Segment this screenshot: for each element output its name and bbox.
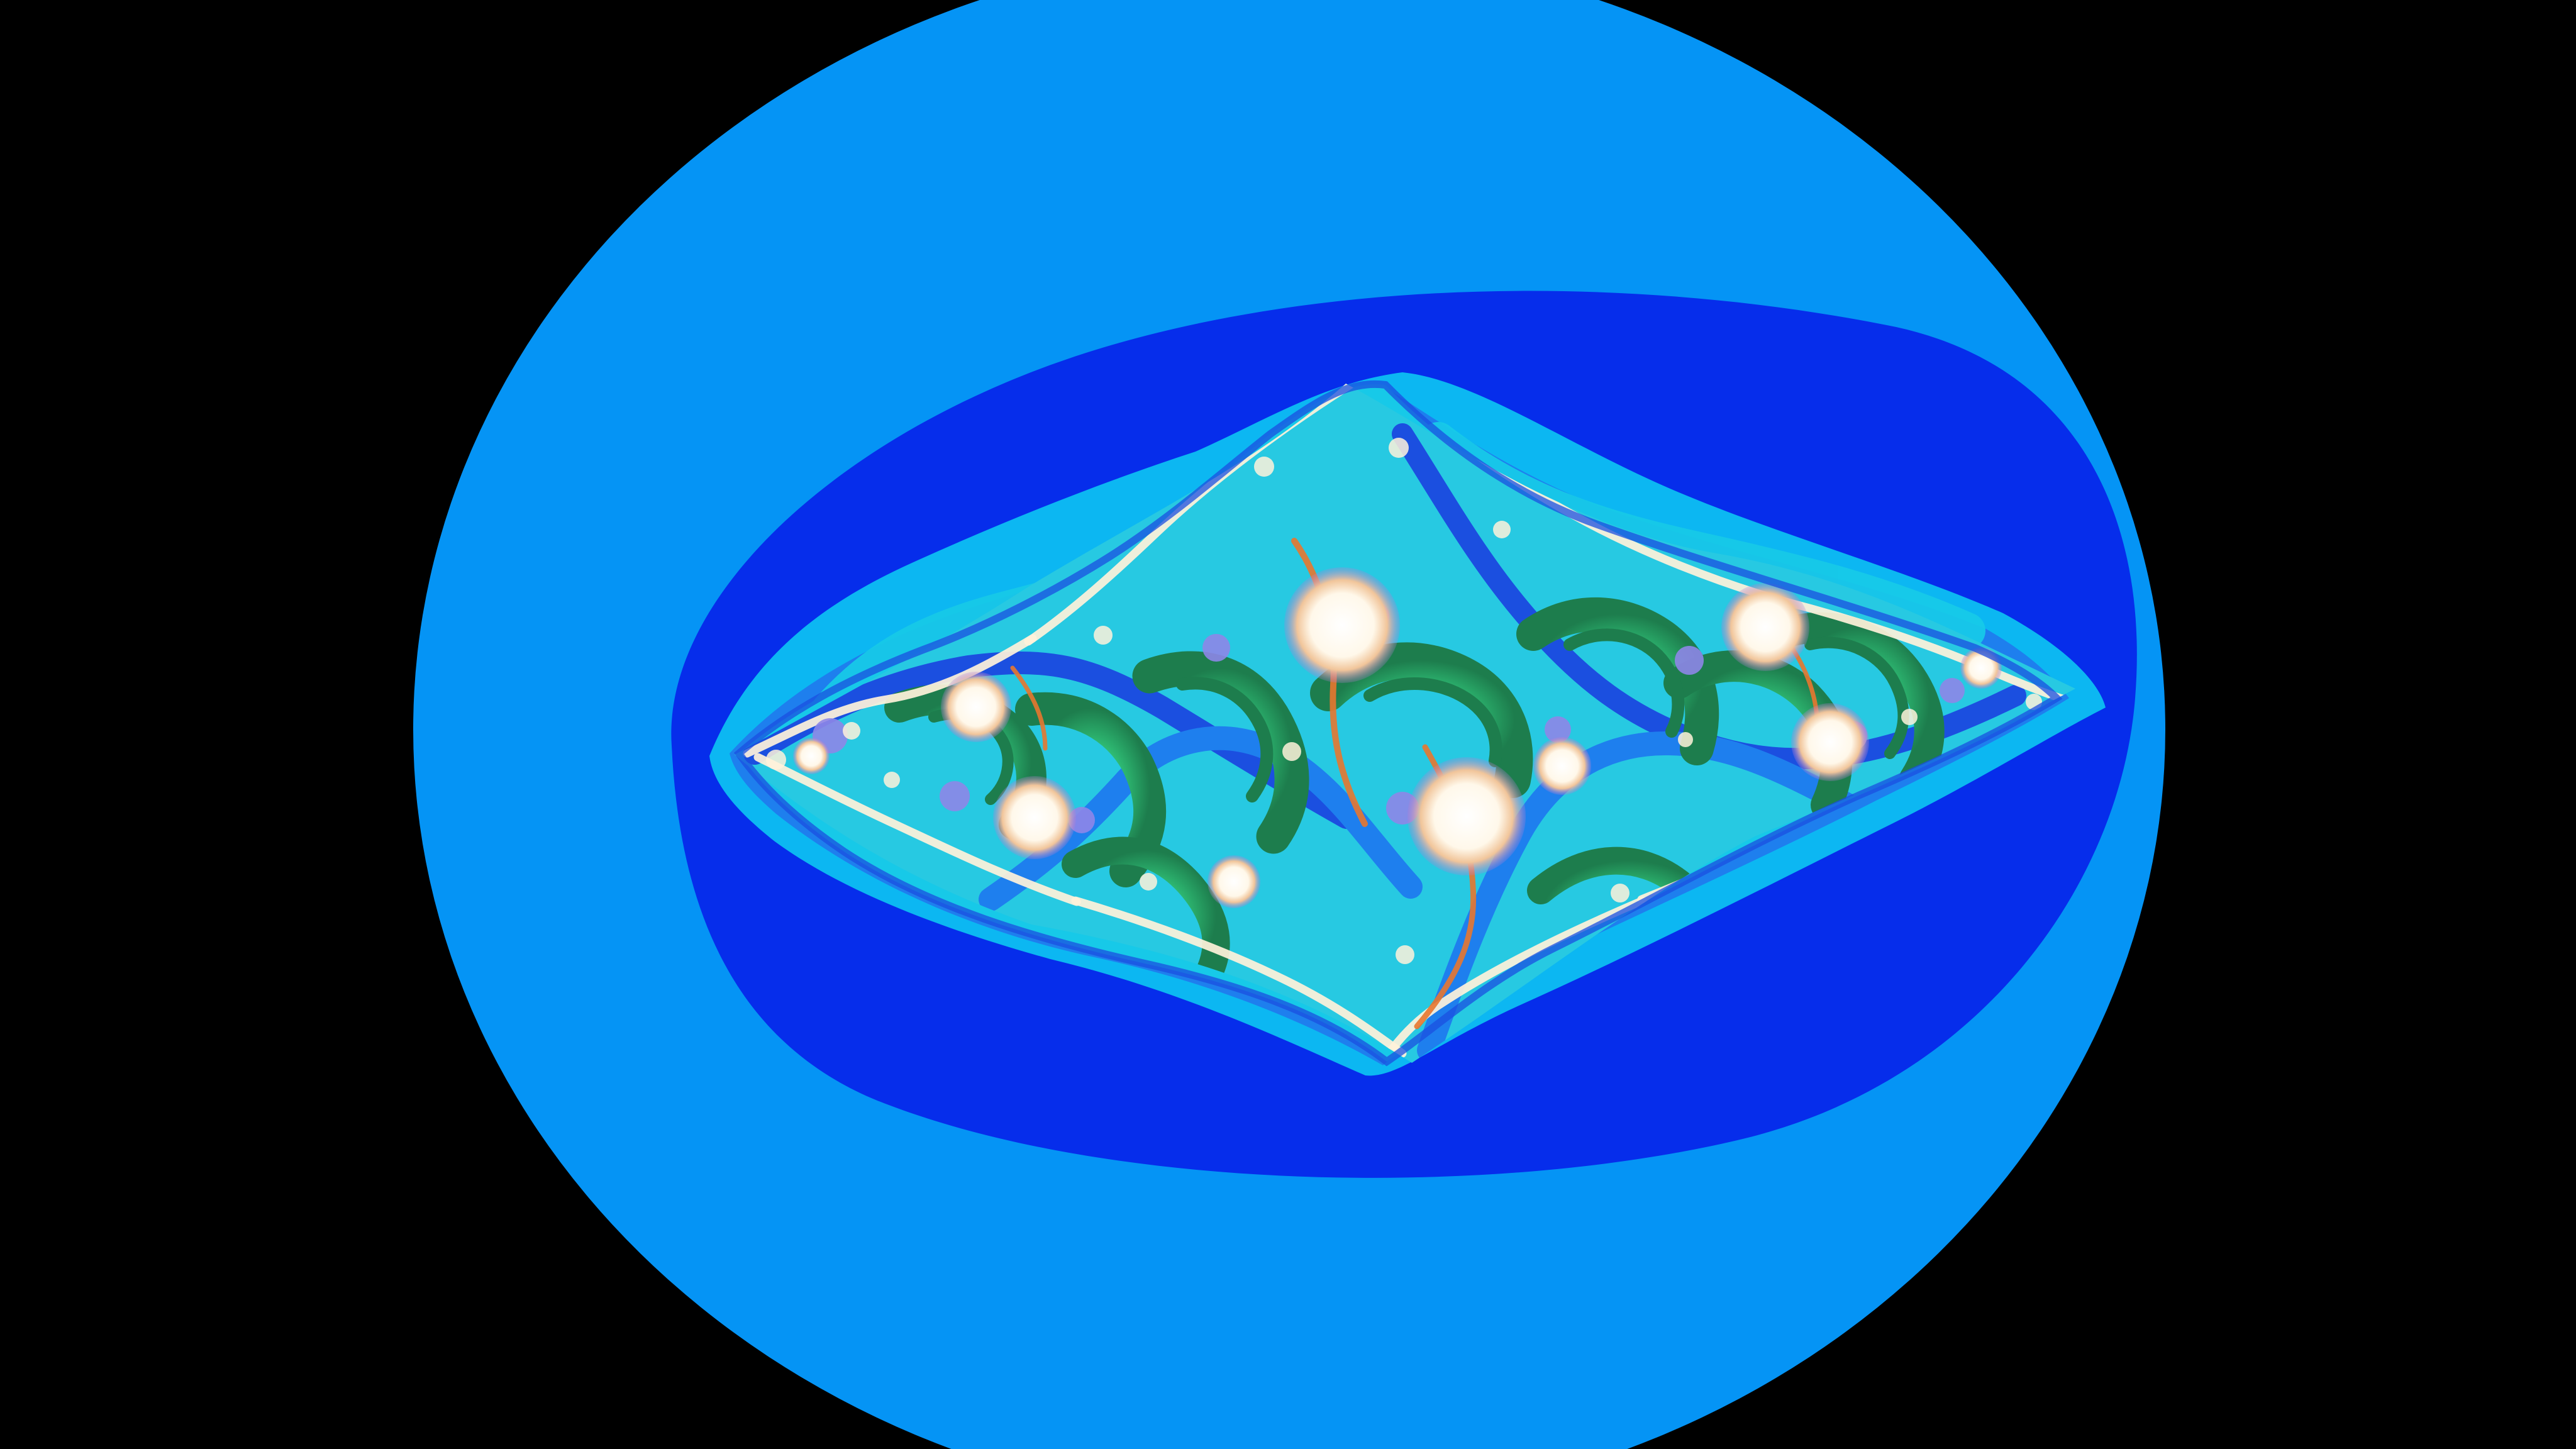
- fractal-edge: [733, 380, 2063, 1067]
- small-fractal-buds: [766, 438, 2042, 964]
- white-spiral-centers: [793, 567, 2002, 908]
